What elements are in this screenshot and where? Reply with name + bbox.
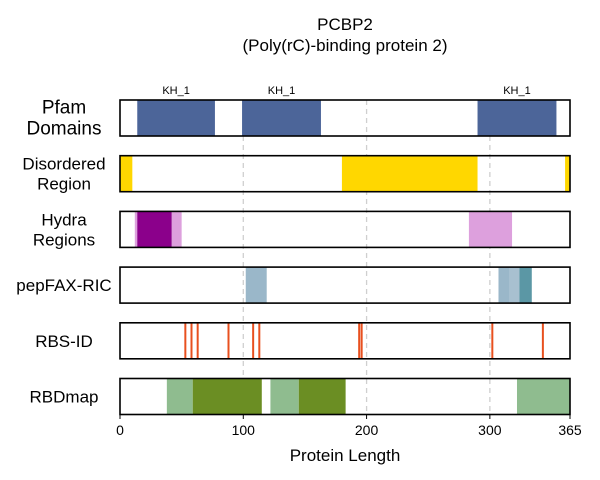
segment-1-0 — [120, 155, 133, 192]
segment-5-3 — [298, 378, 346, 415]
chart-title: PCBP2 — [317, 15, 373, 34]
segment-0-0 — [137, 100, 215, 136]
segment-5-0 — [166, 378, 193, 415]
segment-5-4 — [516, 378, 570, 415]
track-label-2-1: Regions — [33, 230, 95, 249]
segment-2-3 — [468, 211, 513, 248]
domain-label-0-2: KH_1 — [503, 85, 531, 97]
track-label-1-1: Region — [37, 175, 91, 194]
grid-layer — [242, 100, 491, 414]
segment-3-1 — [498, 267, 510, 304]
track-frame-3 — [119, 266, 571, 304]
domain-label-0-0: KH_1 — [162, 85, 190, 97]
x-tick-label-4: 365 — [558, 422, 582, 438]
track-label-3-0: pepFAX-RIC — [16, 276, 111, 295]
segment-3-3 — [519, 267, 532, 304]
segment-0-2 — [477, 100, 557, 136]
x-tick-label-0: 0 — [116, 422, 124, 438]
track-label-5-0: RBDmap — [30, 388, 99, 407]
track-frame-5 — [119, 377, 571, 416]
domain-label-0-1: KH_1 — [268, 85, 296, 97]
x-axis: 0 100 200 300 365 — [116, 414, 582, 438]
x-axis-label: Protein Length — [290, 446, 401, 465]
segment-1-2 — [565, 155, 570, 192]
segment-5-2 — [270, 378, 299, 415]
x-tick-label-2: 200 — [355, 422, 379, 438]
chart-subtitle: (Poly(rC)-binding protein 2) — [242, 36, 447, 55]
track-5: RBDmap — [30, 377, 571, 416]
track-label-2-0: Hydra — [41, 210, 87, 229]
track-frame-2 — [119, 210, 571, 249]
segment-2-2 — [171, 211, 182, 248]
track-label-1-0: Disordered — [22, 155, 105, 174]
segment-5-1 — [192, 378, 262, 415]
track-frame-1 — [119, 154, 571, 193]
track-label-4-0: RBS-ID — [35, 332, 93, 351]
track-3: pepFAX-RIC — [16, 266, 571, 304]
track-label-0-0: Pfam — [42, 98, 86, 119]
segment-2-0 — [134, 211, 138, 248]
segment-1-1 — [341, 155, 478, 192]
segment-2-1 — [137, 211, 172, 248]
track-frame-4 — [119, 321, 571, 360]
segment-3-0 — [245, 267, 267, 304]
segment-3-2 — [509, 267, 520, 304]
x-tick-label-3: 300 — [478, 422, 502, 438]
track-4: RBS-ID — [35, 321, 571, 360]
segment-0-1 — [242, 100, 321, 136]
track-label-0-1: Domains — [27, 119, 102, 140]
x-tick-label-1: 100 — [232, 422, 256, 438]
track-frame-0 — [119, 99, 571, 137]
